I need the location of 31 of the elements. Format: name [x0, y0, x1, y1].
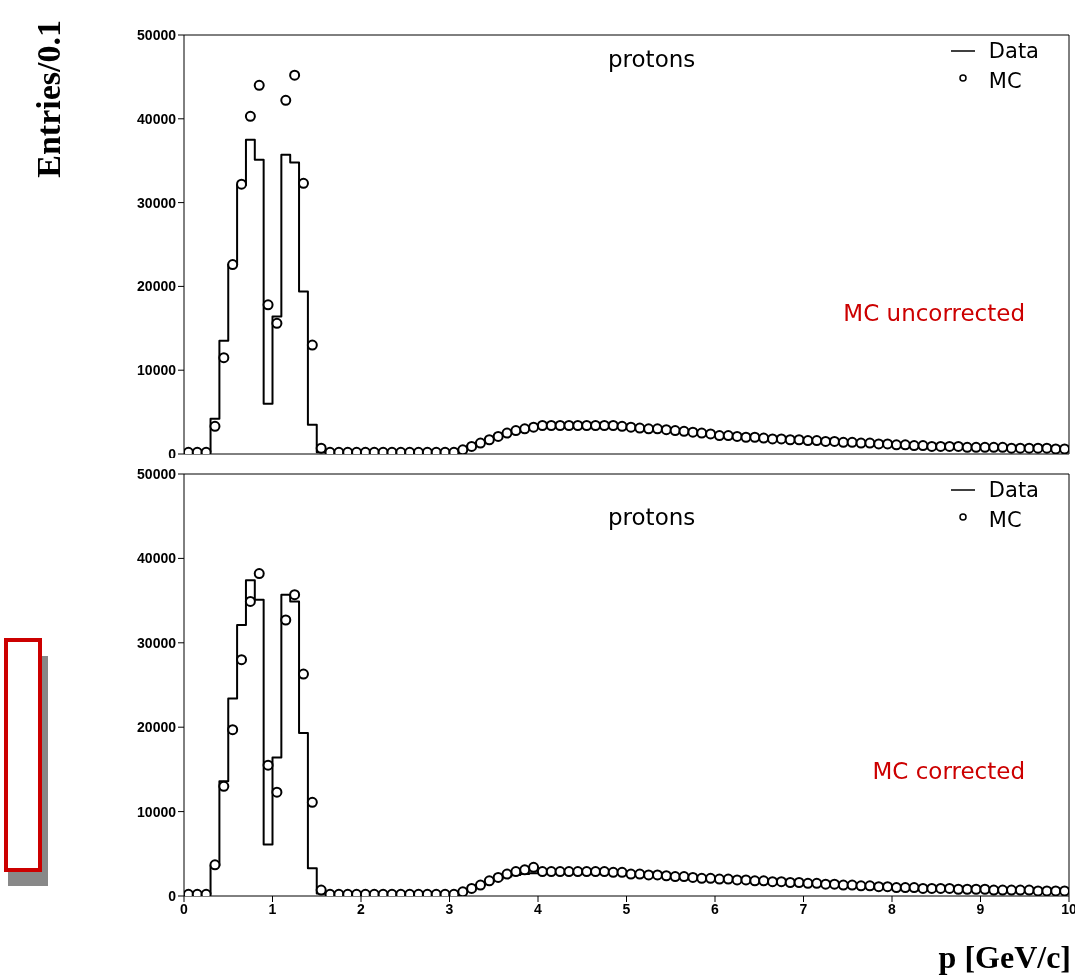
- x-tick-label: 9: [976, 900, 985, 917]
- y-tick-label: 50000: [137, 465, 177, 482]
- annotation: protons: [608, 46, 696, 72]
- y-tick-label: 10000: [137, 803, 177, 820]
- x-axis-title: p [GeV/c]: [938, 939, 1071, 975]
- y-tick-label: 30000: [137, 194, 177, 211]
- y-tick-label: 20000: [137, 278, 177, 295]
- y-tick-label: 50000: [137, 26, 177, 43]
- x-tick-label: 1: [268, 900, 277, 917]
- legend-label: MC: [988, 68, 1022, 95]
- legend-label: Data: [988, 38, 1039, 65]
- x-tick-label: 8: [888, 900, 897, 917]
- legend-label: MC: [988, 507, 1022, 534]
- x-tick-label: 2: [357, 900, 366, 917]
- x-tick-label: 3: [445, 900, 454, 917]
- annotation: MC corrected: [872, 758, 1025, 784]
- annotation: protons: [608, 504, 696, 530]
- x-tick-label: 4: [534, 900, 543, 917]
- y-tick-label: 0: [168, 887, 177, 904]
- x-tick-label: 0: [180, 900, 189, 917]
- y-tick-label: 20000: [137, 719, 177, 736]
- x-tick-label: 6: [711, 900, 720, 917]
- x-tick-label: 5: [622, 900, 631, 917]
- y-tick-label: 30000: [137, 634, 177, 651]
- x-tick-label: 7: [799, 900, 808, 917]
- y-axis-title: Entries/0.1: [30, 20, 68, 178]
- y-tick-label: 40000: [137, 110, 177, 127]
- annotation: MC uncorrected: [843, 300, 1025, 326]
- legend-label: Data: [988, 477, 1039, 504]
- y-tick-label: 40000: [137, 550, 177, 567]
- y-tick-label: 10000: [137, 362, 177, 379]
